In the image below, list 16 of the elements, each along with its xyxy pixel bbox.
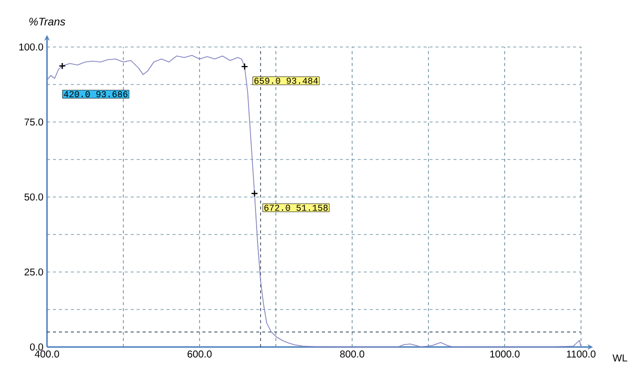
y-tick-label: 0.0: [30, 343, 44, 351]
y-tick-label: 50.0: [24, 193, 44, 201]
y-tick-label: 75.0: [24, 118, 44, 126]
x-tick-label: 800.0: [340, 350, 364, 358]
y-tick-label: 100.0: [19, 43, 44, 51]
annotation: 659.0 93.484: [254, 78, 318, 84]
annotation: 672.0 51.158: [264, 204, 328, 211]
x-tick-label: 600.0: [188, 350, 212, 358]
x-tick-label: 1000.0: [490, 350, 520, 358]
y-tick-label: 25.0: [24, 268, 44, 276]
x-tick-label: 1100.0: [566, 350, 596, 358]
y-axis-title: %Trans: [29, 18, 66, 26]
annotation: 420.0 93.686: [64, 91, 128, 98]
line-series: [46, 54, 582, 348]
x-axis-title: WL: [612, 354, 628, 362]
x-tick-label: 400.0: [34, 350, 60, 358]
